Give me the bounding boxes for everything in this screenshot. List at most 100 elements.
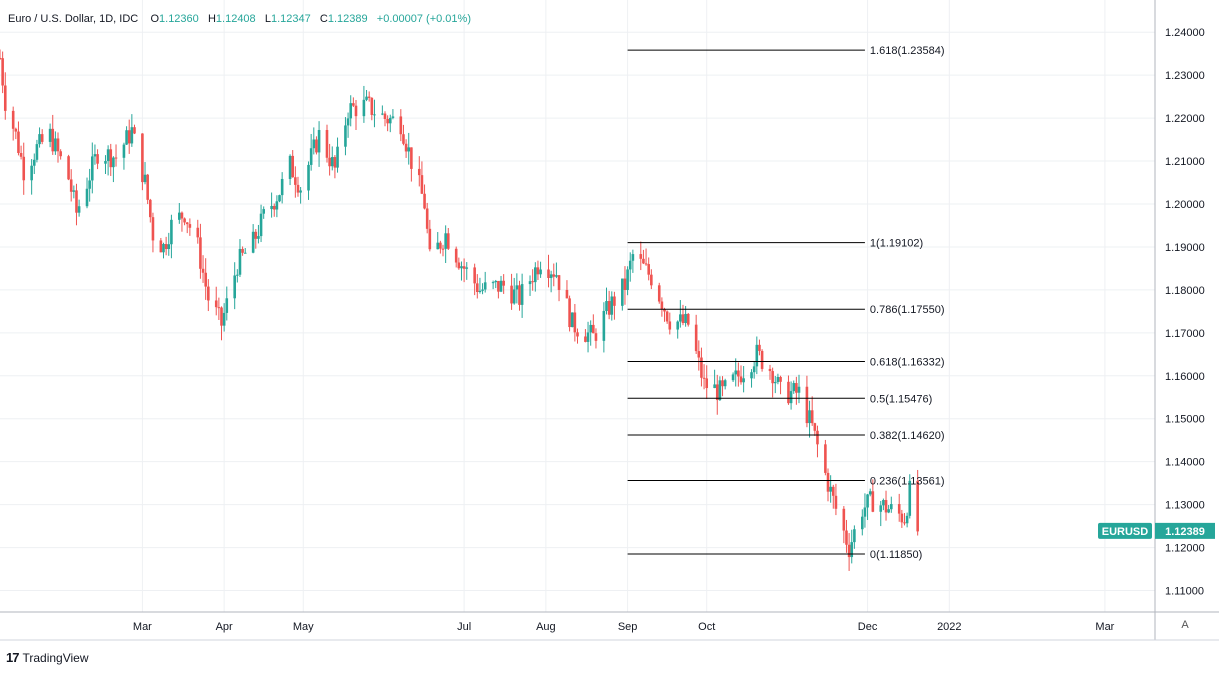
candle-body xyxy=(863,507,867,517)
candle-body xyxy=(905,515,909,524)
candle-body xyxy=(621,278,624,306)
candle-body xyxy=(441,248,445,250)
candle-body xyxy=(72,190,76,192)
candle-body xyxy=(752,366,756,373)
candle-body xyxy=(69,179,73,192)
candle-body xyxy=(40,134,44,142)
candle-body xyxy=(349,103,353,119)
candle-body xyxy=(307,164,310,191)
candle-body xyxy=(35,144,39,160)
candle-body xyxy=(755,344,759,367)
candle-body xyxy=(647,264,650,275)
candle-body xyxy=(170,219,173,245)
candle-body xyxy=(842,508,846,531)
symbol-header: Euro / U.S. Dollar, 1D, IDC O1.12360 H1.… xyxy=(8,13,471,25)
candle-body xyxy=(88,180,91,189)
candle-body xyxy=(56,138,60,152)
candle-body xyxy=(787,381,790,404)
candle-body xyxy=(462,266,466,269)
candle-body xyxy=(605,301,608,311)
x-tick-label: Sep xyxy=(618,621,638,633)
candle-body xyxy=(196,227,200,238)
candle-body xyxy=(626,269,629,290)
candle-body xyxy=(294,177,297,185)
candle-body xyxy=(497,280,500,292)
candle-body xyxy=(38,134,41,145)
tradingview-logo[interactable]: 17 TradingView xyxy=(6,650,89,665)
candle-body xyxy=(663,309,666,312)
candle-body xyxy=(528,281,532,285)
candle-body xyxy=(623,278,627,290)
candle-body xyxy=(151,217,155,241)
y-tick-label: 1.17000 xyxy=(1165,328,1205,340)
candle-body xyxy=(481,289,484,291)
candle-body xyxy=(67,156,70,180)
candle-body xyxy=(238,248,242,275)
candle-body xyxy=(354,105,358,117)
candle-body xyxy=(309,148,313,165)
y-tick-label: 1.15000 xyxy=(1165,414,1205,426)
x-tick-label: 2022 xyxy=(937,621,961,633)
candle-body xyxy=(233,275,236,299)
candle-body xyxy=(388,117,392,124)
y-tick-label: 1.18000 xyxy=(1165,285,1205,297)
candle-body xyxy=(879,505,883,512)
candle-body xyxy=(201,268,205,273)
fib-level-label: 0(1.11850) xyxy=(870,549,922,561)
y-tick-label: 1.19000 xyxy=(1165,242,1205,254)
candle-body xyxy=(280,178,284,196)
candle-body xyxy=(668,321,672,330)
candle-body xyxy=(750,372,753,379)
candle-body xyxy=(1,58,4,86)
auto-scale-button[interactable]: A xyxy=(1181,619,1189,631)
candle-body xyxy=(860,516,864,530)
fib-level-label: 0.786(1.17550) xyxy=(870,304,945,316)
candle-body xyxy=(826,472,830,492)
candle-body xyxy=(592,324,595,334)
candle-body xyxy=(204,272,207,287)
candle-body xyxy=(570,312,574,328)
candle-body xyxy=(850,542,854,558)
fib-level-label: 0.5(1.15476) xyxy=(870,393,932,405)
candle-body xyxy=(3,85,7,111)
candle-body xyxy=(549,274,553,278)
candle-body xyxy=(317,129,321,153)
candle-body xyxy=(779,376,782,382)
close-label: C xyxy=(319,13,328,25)
candle-body xyxy=(225,298,229,313)
candle-body xyxy=(520,284,524,305)
candle-body xyxy=(644,263,648,265)
candle-body xyxy=(768,368,772,372)
candle-body xyxy=(11,110,15,129)
candle-body xyxy=(555,275,558,277)
x-tick-label: Jul xyxy=(457,621,471,633)
candle-body xyxy=(243,252,247,254)
symbol-name: Euro / U.S. Dollar, 1D, IDC xyxy=(8,13,139,25)
candle-body xyxy=(518,285,521,305)
candle-body xyxy=(222,312,226,326)
candle-body xyxy=(739,376,743,383)
last-price-badge xyxy=(1155,522,1215,539)
candle-body xyxy=(251,231,255,253)
candle-body xyxy=(436,242,440,250)
candle-body xyxy=(539,269,542,275)
y-tick-label: 1.14000 xyxy=(1165,457,1205,469)
candle-body xyxy=(425,208,429,229)
candle-body xyxy=(866,494,869,508)
candle-body xyxy=(903,522,906,524)
candle-body xyxy=(17,131,20,153)
y-tick-label: 1.21000 xyxy=(1165,156,1205,168)
candle-body xyxy=(365,96,368,100)
x-tick-label: Aug xyxy=(536,621,556,633)
candle-body xyxy=(502,280,505,286)
candle-body xyxy=(887,509,890,513)
candle-body xyxy=(795,383,798,393)
candle-body xyxy=(257,236,260,239)
candle-body xyxy=(296,184,300,193)
candle-body xyxy=(54,138,57,152)
candle-body xyxy=(104,161,107,164)
candle-body xyxy=(684,313,687,323)
candle-body xyxy=(610,296,614,315)
candle-body xyxy=(259,213,263,237)
